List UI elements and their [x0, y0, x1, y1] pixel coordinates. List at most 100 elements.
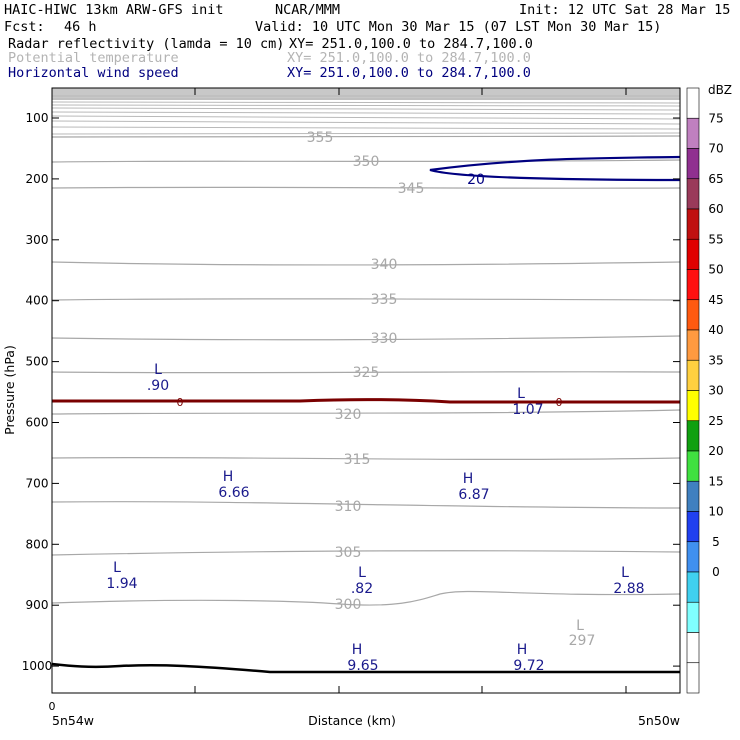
colorbar-level-label: 5: [712, 535, 720, 549]
theta-contours: [52, 135, 680, 606]
extrema-markers: L .90 L 1.07 H 6.66 H 6.87 L 1.94 L .82 …: [106, 362, 644, 674]
colorbar-segment: [686, 148, 700, 180]
theta-label: 330: [371, 331, 398, 347]
theta-label: 345: [398, 181, 425, 197]
y-tick-label: 900: [26, 598, 49, 612]
field2-name: Potential temperature: [8, 50, 179, 66]
colorbar-level-label: 45: [708, 293, 723, 307]
field3-name: Horizontal wind speed: [8, 65, 179, 81]
extremum-kind: L: [517, 386, 525, 402]
y-tick-label: 700: [26, 476, 49, 490]
organization: NCAR/MMM: [275, 2, 341, 18]
colorbar-level-label: 25: [708, 414, 723, 428]
field2-xy: XY= 251.0,100.0 to 284.7,100.0: [287, 50, 531, 66]
y-tick-label: 500: [26, 355, 49, 369]
colorbar-segment: [686, 662, 700, 694]
extremum-kind: L: [154, 362, 162, 378]
colorbar-segment: [686, 359, 700, 391]
upper-shading: [52, 88, 680, 135]
init-time: Init: 12 UTC Sat 28 Mar 15: [519, 2, 731, 18]
wind-contour-label: 20: [467, 172, 485, 188]
extremum-value: 6.66: [218, 485, 249, 501]
extremum-value: 9.65: [347, 658, 378, 674]
colorbar-segment: [686, 541, 700, 573]
theta-label: 340: [371, 257, 398, 273]
extremum-value: .82: [351, 581, 373, 597]
colorbar-segment: [686, 178, 700, 210]
y-tick-label: 100: [26, 111, 49, 125]
colorbar-level-label: 30: [708, 384, 723, 398]
extremum-value: 9.72: [513, 658, 544, 674]
colorbar-level-label: 0: [712, 565, 720, 579]
colorbar-segment: [686, 601, 700, 633]
extremum-kind: L: [621, 565, 629, 581]
colorbar-level-label: 15: [708, 474, 723, 488]
colorbar-segment: [686, 632, 700, 664]
x-zero-tick-label: 0: [49, 700, 56, 713]
colorbar-level-label: 40: [708, 323, 723, 337]
terrain-line: [51, 662, 680, 674]
extremum-kind: H: [517, 642, 528, 658]
forecast-hour: 46 h: [64, 19, 97, 35]
low-marker: L: [576, 618, 584, 634]
colorbar-segment: [686, 329, 700, 361]
theta-label: 305: [335, 545, 362, 561]
extremum-value: 1.94: [106, 576, 137, 592]
colorbar-segment: [686, 87, 700, 119]
colorbar-level-label: 35: [708, 353, 723, 367]
field1-xy: XY= 251.0,100.0 to 284.7,100.0: [289, 36, 533, 52]
colorbar-unit: dBZ: [708, 83, 732, 97]
extremum-kind: H: [463, 471, 474, 487]
forecast-label: Fcst:: [4, 19, 45, 35]
x-axis: [51, 88, 627, 693]
wind-contour: [429, 155, 680, 182]
colorbar-level-label: 20: [708, 444, 723, 458]
colorbar-segment: [686, 420, 700, 452]
theta-label: 320: [335, 407, 362, 423]
extremum-value: 2.88: [613, 581, 644, 597]
colorbar-level-label: 10: [708, 505, 723, 519]
colorbar-segment: [686, 511, 700, 543]
x-start-label: 5n54w: [52, 713, 94, 728]
y-tick-label: 800: [26, 537, 49, 551]
colorbar-segment: [686, 480, 700, 512]
y-tick-label: 200: [26, 172, 49, 186]
extremum-value: .90: [147, 378, 169, 394]
extremum-kind: L: [358, 565, 366, 581]
theta-label: 335: [371, 292, 398, 308]
reflectivity-zero-contour: [52, 398, 680, 404]
theta-label: 325: [353, 365, 380, 381]
extremum-kind: H: [352, 642, 363, 658]
model-title: HAIC-HIWC 13km ARW-GFS init: [4, 2, 224, 18]
colorbar-level-label: 55: [708, 232, 723, 246]
field1-name: Radar reflectivity (lamda = 10 cm): [8, 36, 285, 52]
colorbar-level-label: 70: [708, 142, 723, 156]
colorbar-level-label: 75: [708, 111, 723, 125]
theta-label: 350: [353, 154, 380, 170]
colorbar-segment: [686, 450, 700, 482]
colorbar-segment: [686, 390, 700, 422]
zero-contour-label: 0: [556, 396, 563, 409]
y-tick-label: 1000: [22, 659, 53, 673]
theta-label: 297: [569, 633, 596, 649]
colorbar-level-label: 50: [708, 263, 723, 277]
zero-contour-label: 0: [177, 396, 184, 409]
theta-label: 315: [344, 452, 371, 468]
valid-time: Valid: 10 UTC Mon 30 Mar 15 (07 LST Mon …: [255, 19, 662, 35]
field3-xy: XY= 251.0,100.0 to 284.7,100.0: [287, 65, 531, 81]
extremum-value: 6.87: [458, 487, 489, 503]
colorbar-segment: [686, 269, 700, 301]
colorbar-segment: [686, 208, 700, 240]
colorbar-segment: [686, 299, 700, 331]
theta-label: 310: [335, 499, 362, 515]
extremum-kind: H: [223, 469, 234, 485]
y-tick-label: 400: [26, 294, 49, 308]
x-axis-label: Distance (km): [308, 713, 396, 728]
theta-label: 355: [307, 130, 334, 146]
plot-frame: [51, 87, 681, 694]
extremum-value: 1.07: [512, 402, 543, 418]
y-tick-label: 300: [26, 233, 49, 247]
